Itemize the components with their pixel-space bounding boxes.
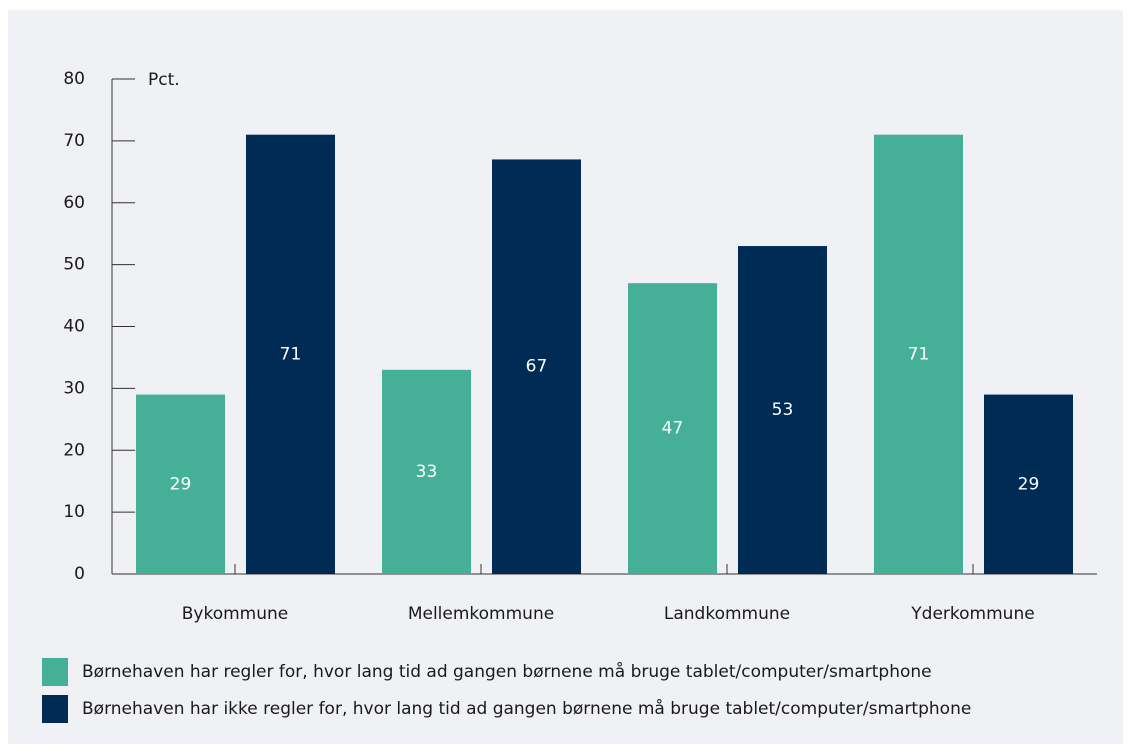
x-tick-label: Mellemkommune xyxy=(408,604,554,624)
bar xyxy=(492,159,581,574)
y-axis-label: Pct. xyxy=(148,70,180,90)
bar xyxy=(136,394,225,574)
bar xyxy=(738,246,827,574)
value-label: 47 xyxy=(662,419,684,439)
y-tick-label: 70 xyxy=(63,131,85,151)
bar xyxy=(628,283,717,574)
y-tick-label: 50 xyxy=(63,255,85,275)
legend-swatch xyxy=(42,695,68,723)
x-tick-label: Bykommune xyxy=(182,604,289,624)
legend-label: Børnehaven har ikke regler for, hvor lan… xyxy=(82,698,971,719)
bar xyxy=(246,134,335,574)
y-tick-label: 60 xyxy=(63,193,85,213)
value-label: 71 xyxy=(908,344,930,364)
bar xyxy=(984,394,1073,574)
value-label: 33 xyxy=(416,462,438,482)
x-tick-label: Landkommune xyxy=(664,604,790,624)
legend-swatch xyxy=(42,658,68,686)
x-tick-label: Yderkommune xyxy=(910,604,1034,624)
bar xyxy=(382,369,471,574)
y-tick-label: 20 xyxy=(63,440,85,460)
y-tick-label: 0 xyxy=(74,564,85,584)
value-label: 29 xyxy=(1018,474,1040,494)
y-tick-label: 40 xyxy=(63,317,85,337)
y-tick-label: 80 xyxy=(63,69,85,89)
legend-label: Børnehaven har regler for, hvor lang tid… xyxy=(82,661,932,682)
y-tick-label: 30 xyxy=(63,378,85,398)
value-label: 71 xyxy=(280,344,302,364)
value-label: 29 xyxy=(170,474,192,494)
value-label: 67 xyxy=(526,357,548,377)
y-tick-label: 10 xyxy=(63,502,85,522)
bar xyxy=(874,134,963,574)
value-label: 53 xyxy=(772,400,794,420)
